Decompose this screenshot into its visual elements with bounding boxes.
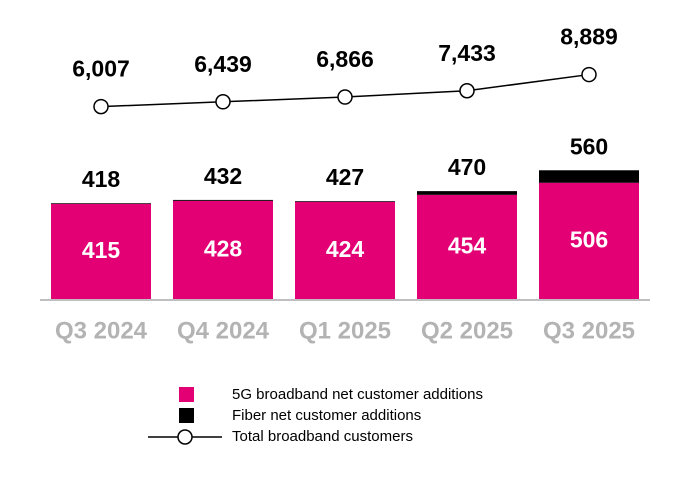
bar-value-label: 428 [204, 236, 243, 262]
bar-segment [295, 201, 395, 300]
bar-segment [51, 203, 151, 204]
bar-segment [173, 200, 273, 300]
line-point [215, 94, 231, 110]
total-label: 432 [204, 163, 242, 189]
bar-value-label: 415 [82, 237, 121, 263]
line-point [337, 89, 353, 105]
x-tick-label: Q4 2024 [177, 317, 270, 344]
bar-value-label: 424 [326, 236, 365, 262]
x-tick-label: Q2 2025 [421, 317, 513, 344]
x-tick-label: Q1 2025 [299, 317, 391, 344]
legend-label: Total broadband customers [232, 428, 413, 445]
line-value-label: 7,433 [438, 40, 496, 66]
line-value-label: 8,889 [560, 24, 618, 50]
bar-segment [417, 194, 517, 300]
bar-segment [539, 182, 639, 300]
bar-value-label: 506 [570, 226, 608, 252]
total-label: 427 [326, 164, 364, 190]
line-value-label: 6,439 [194, 51, 252, 77]
line-point [459, 82, 475, 99]
legend-label: Fiber net customer additions [232, 407, 421, 424]
total-label: 470 [448, 154, 486, 180]
bar-segment [173, 199, 273, 201]
x-tick-label: Q3 2024 [55, 317, 148, 344]
bar-segment [295, 201, 395, 202]
x-tick-label: Q3 2025 [543, 317, 635, 344]
bar-segment [417, 191, 517, 195]
legend-swatch [179, 408, 194, 423]
bar-value-label: 454 [448, 232, 487, 258]
line-point [93, 98, 109, 115]
total-label: 418 [82, 166, 121, 192]
line-value-label: 6,866 [316, 46, 374, 72]
line-value-label: 6,007 [72, 56, 130, 82]
line-point [581, 66, 597, 83]
legend-marker [177, 429, 193, 445]
bar-segment [51, 203, 151, 300]
total-label: 560 [570, 133, 608, 159]
bar-segment [539, 170, 639, 183]
legend-swatch [179, 387, 194, 402]
legend-label: 5G broadband net customer additions [232, 386, 483, 403]
